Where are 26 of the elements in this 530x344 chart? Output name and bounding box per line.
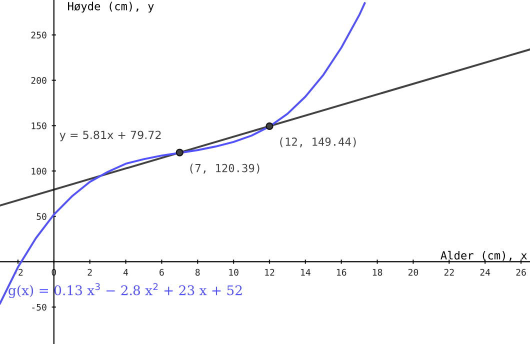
annotation: (7, 120.39) xyxy=(190,164,260,174)
y-tick-label: 50 xyxy=(36,213,46,220)
x-tick-label: 14 xyxy=(301,268,310,276)
annotation: (12, 149.44) xyxy=(280,137,356,148)
x-tick-label: 16 xyxy=(337,268,346,276)
series-label: g(x) = 0.13 x$^{3}$ − 2.8 x$^{2}$ + 23 x + 52 xyxy=(8,283,242,298)
x-tick-label: 26 xyxy=(516,268,526,276)
x-tick-label: 12 xyxy=(265,268,274,276)
x-axis-title: Alder (cm), x xyxy=(440,250,527,261)
x-tick-label: 6 xyxy=(160,268,164,276)
x-tick-label: 22 xyxy=(444,268,454,276)
x-tick-label: 8 xyxy=(195,268,200,276)
x-tick-label: 10 xyxy=(229,268,238,276)
x-tick-label: 18 xyxy=(372,268,382,276)
y-tick-label: 150 xyxy=(32,122,46,130)
series-label: y = 5.81x + 79.72 xyxy=(60,130,161,142)
x-tick-label: 20 xyxy=(408,268,418,276)
line-series xyxy=(0,2,366,304)
y-tick-label: -50 xyxy=(32,304,46,311)
y-tick-label: 200 xyxy=(31,77,46,84)
y-axis-title: Høyde (cm), y xyxy=(68,2,154,13)
x-tick-label: 24 xyxy=(480,268,490,276)
y-tick-label: 100 xyxy=(32,168,46,175)
y-tick-label: 250 xyxy=(31,32,46,39)
x-tick-label: 4 xyxy=(123,268,128,276)
x-tick-label: 2 xyxy=(88,268,92,276)
